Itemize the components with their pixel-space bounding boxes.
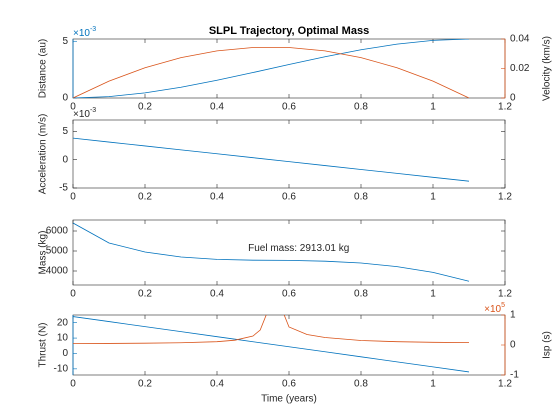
axes-box (72, 119, 506, 189)
y-tick-label: -5 (59, 183, 68, 194)
series-line (73, 316, 470, 373)
x-tick-label: 0.8 (354, 379, 368, 390)
axes-box (72, 219, 506, 286)
annotation: Fuel mass: 2913.01 kg (248, 243, 349, 254)
x-tick-label: 0.2 (138, 192, 152, 203)
x-tick-label: 0 (70, 289, 76, 300)
exponent-power: -3 (90, 107, 96, 114)
y2-tick-label: 0 (510, 93, 516, 104)
y-tick-label: 5000 (46, 246, 69, 257)
x-tick-label: 0.8 (354, 102, 368, 113)
x-tick-label: 0 (70, 102, 76, 113)
y2-tick-label: 0 (510, 340, 516, 351)
x-tick-label: 0.6 (282, 102, 296, 113)
x-tick-label: 0.4 (210, 289, 224, 300)
y2-tick-label: -1 (510, 370, 519, 381)
y-axis-label: Thrust (N) (38, 323, 49, 368)
y-tick-label: 20 (57, 317, 69, 328)
series-line (73, 47, 470, 98)
series-line (73, 137, 470, 182)
axes-box (72, 38, 506, 99)
y-tick-label: 5 (62, 36, 68, 47)
x-tick-label: 0.4 (210, 102, 224, 113)
x-tick-label: 0.6 (282, 192, 296, 203)
x-tick-label: 0 (70, 192, 76, 203)
series-line (73, 315, 470, 344)
x-tick-label: 0.4 (210, 192, 224, 203)
x-tick-label: 1 (430, 379, 436, 390)
x-tick-label: 1 (430, 192, 436, 203)
y-axis-label: Acceleration (m/s) (38, 114, 49, 195)
x-tick-label: 1.2 (498, 289, 512, 300)
x-tick-label: 1 (430, 102, 436, 113)
x-tick-label: 0.8 (354, 192, 368, 203)
x-tick-label: 0.8 (354, 289, 368, 300)
x-tick-label: 1.2 (498, 192, 512, 203)
y2-tick-label: 0.04 (510, 34, 530, 45)
exponent-base: ×10 (73, 109, 90, 120)
x-tick-label: 1.2 (498, 102, 512, 113)
y2-axis-label: Isp (s) (542, 331, 553, 359)
y2-tick-label: 0.02 (510, 63, 530, 74)
y2-tick-label: 1 (510, 310, 516, 321)
x-axis-label: Time (years) (261, 394, 317, 405)
x-tick-label: 1.2 (498, 379, 512, 390)
y-tick-label: 0 (62, 154, 68, 165)
y-tick-label: 10 (57, 333, 69, 344)
x-tick-label: 0 (70, 379, 76, 390)
series-line (73, 39, 470, 98)
x-tick-label: 0.6 (282, 379, 296, 390)
exponent-base: ×10 (73, 28, 90, 39)
y-tick-label: 0 (62, 348, 68, 359)
axis-exponent: ×10-3 (73, 107, 96, 120)
x-tick-label: 0.4 (210, 379, 224, 390)
axes-box (72, 314, 506, 376)
exponent-base: ×10 (484, 304, 501, 315)
y-tick-label: 5 (62, 126, 68, 137)
y-axis-label: Mass (kg) (38, 231, 49, 275)
chart-title: SLPL Trajectory, Optimal Mass (209, 25, 369, 37)
y-tick-label: -10 (54, 363, 69, 374)
x-tick-label: 0.2 (138, 379, 152, 390)
y-tick-label: 6000 (46, 226, 69, 237)
axis-exponent: ×10-3 (73, 26, 96, 39)
y2-axis-label: Velocity (km/s) (542, 36, 553, 101)
x-tick-label: 0.2 (138, 289, 152, 300)
y-tick-label: 4000 (46, 266, 69, 277)
y-tick-label: 0 (62, 93, 68, 104)
x-tick-label: 0.2 (138, 102, 152, 113)
series-line (73, 222, 470, 282)
x-tick-label: 0.6 (282, 289, 296, 300)
y-axis-label: Distance (au) (38, 39, 49, 98)
axis-exponent: ×105 (484, 302, 505, 315)
x-tick-label: 1 (430, 289, 436, 300)
exponent-power: 5 (501, 302, 505, 309)
exponent-power: -3 (90, 26, 96, 33)
